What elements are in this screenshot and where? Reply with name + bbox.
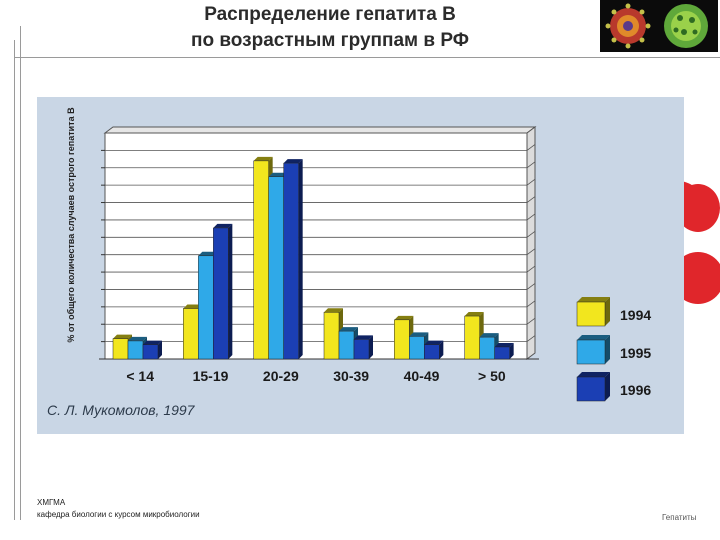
left-rule-inner — [20, 26, 21, 520]
bar-1994-3 — [323, 312, 340, 360]
gridline-depth — [526, 335, 536, 342]
bar-1995-1 — [198, 255, 214, 360]
gridline-depth — [526, 317, 536, 325]
x-tick-label: 30-39 — [333, 368, 369, 384]
y-axis-label: % от общего количества случаев острого г… — [66, 107, 76, 343]
bar-1995-3 — [338, 330, 355, 360]
legend-swatch-top — [577, 297, 610, 302]
bar-side — [298, 159, 303, 359]
bar-1994-1 — [183, 308, 199, 360]
gridline-depth — [526, 300, 536, 308]
gridline-depth — [526, 230, 536, 238]
legend-swatch-side — [605, 372, 610, 401]
bar-1994-5 — [464, 315, 480, 360]
bar-1995-0 — [127, 340, 144, 360]
bar-1995-4 — [409, 336, 425, 360]
x-tick-label: 15-19 — [193, 368, 229, 384]
title-line-2: по возрастным группам в РФ — [191, 30, 469, 51]
figure-credit: С. Л. Мукомолов, 1997 — [47, 402, 195, 418]
bar-top — [268, 172, 288, 177]
x-tick-label: 20-29 — [263, 368, 299, 384]
bar-1996-5 — [494, 346, 510, 360]
bar-1996-1 — [213, 227, 229, 360]
header-divider — [14, 57, 720, 58]
x-tick-label: < 14 — [126, 368, 154, 384]
footer-dept: кафедра биологии с курсом микробиологии — [37, 510, 200, 519]
footer-org-block: ХМГМА кафедра биологии с курсом микробио… — [37, 497, 200, 521]
legend-swatch-side — [605, 297, 610, 326]
bar-top — [339, 327, 358, 332]
bar-1994-0 — [112, 338, 129, 360]
legend-swatch-top — [577, 335, 610, 340]
title-line-1: Распределение гепатита В — [204, 4, 456, 25]
bar-top — [394, 315, 414, 320]
bar-1996-0 — [142, 344, 159, 360]
bar-top — [143, 340, 162, 345]
bar-side — [158, 340, 162, 359]
left-rule — [14, 40, 15, 520]
bar-1995-5 — [479, 336, 495, 360]
bar-chart: < 14 15-19 20-29 30-39 40-49 > 50 1994 1995 1996 — [99, 126, 651, 402]
bar-1994-4 — [394, 319, 410, 360]
gridline-depth — [526, 144, 536, 151]
bar-1996-2 — [283, 162, 299, 360]
footer-topic: Гепатиты — [662, 513, 697, 522]
gridline-depth — [526, 161, 536, 169]
plot-right-face — [526, 126, 536, 360]
gridline-depth — [526, 196, 536, 203]
legend-label-1994: 1994 — [620, 307, 651, 323]
chart-figure: < 14 15-19 20-29 30-39 40-49 > 50 1994 1995 1996… — [37, 97, 684, 434]
bar-side — [439, 340, 444, 359]
gridline-depth — [526, 213, 536, 221]
bar-1996-3 — [353, 339, 370, 360]
bar-1995-2 — [268, 176, 284, 360]
footer-org: ХМГМА — [37, 498, 66, 507]
bar-top — [494, 342, 514, 347]
bar-1994-2 — [253, 160, 269, 360]
legend-label-1995: 1995 — [620, 345, 651, 361]
legend-label-1996: 1996 — [620, 382, 651, 398]
bar-side — [369, 335, 373, 359]
bar-side — [509, 342, 514, 359]
bar-top — [253, 156, 273, 161]
bar-top — [183, 304, 203, 309]
x-tick-label: 40-49 — [404, 368, 440, 384]
gridline-depth — [526, 248, 536, 256]
gridline-depth — [526, 283, 536, 290]
bar-top — [128, 336, 147, 341]
bar-top — [424, 340, 444, 345]
bar-top — [113, 334, 132, 339]
x-tick-label: > 50 — [478, 368, 506, 384]
virus-icon — [600, 0, 718, 52]
bar-side — [228, 223, 233, 359]
bar-top — [479, 333, 499, 338]
legend-swatch-1996 — [576, 376, 606, 402]
legend-swatch-side — [605, 335, 610, 364]
bar-top — [464, 312, 484, 317]
gridline-depth — [526, 265, 536, 273]
bar-top — [213, 223, 233, 228]
slide-title: Распределение гепатита В по возрастным г… — [120, 2, 540, 54]
legend-swatch-1994 — [576, 301, 606, 327]
plot-top-face — [103, 126, 537, 134]
gridline-depth — [526, 178, 536, 186]
legend-swatch-1995 — [576, 339, 606, 365]
legend-swatch-top — [577, 372, 610, 377]
bar-top — [409, 332, 429, 337]
bar-top — [324, 308, 343, 313]
plot-area — [104, 132, 528, 360]
bar-1996-4 — [424, 344, 440, 360]
bar-top — [283, 159, 303, 164]
bar-top — [354, 335, 373, 340]
bar-top — [198, 251, 218, 256]
